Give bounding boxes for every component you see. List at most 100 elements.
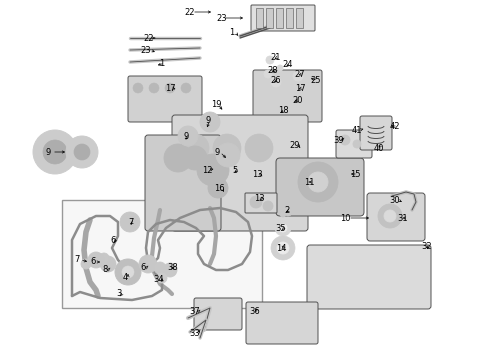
Circle shape (280, 211, 286, 217)
Circle shape (284, 208, 292, 216)
Text: 30: 30 (390, 195, 400, 204)
Text: 5: 5 (232, 166, 238, 175)
Text: 38: 38 (168, 264, 178, 273)
Circle shape (340, 135, 350, 145)
FancyBboxPatch shape (172, 115, 308, 231)
Circle shape (154, 262, 166, 274)
Circle shape (263, 201, 273, 211)
Text: 35: 35 (276, 224, 286, 233)
Circle shape (245, 134, 273, 162)
FancyBboxPatch shape (253, 70, 322, 122)
Circle shape (216, 143, 240, 167)
Circle shape (353, 140, 361, 148)
Text: 3: 3 (116, 289, 122, 298)
Text: 9: 9 (183, 131, 189, 140)
Circle shape (43, 140, 67, 164)
Text: 7: 7 (128, 217, 134, 226)
Circle shape (149, 83, 159, 93)
Circle shape (279, 224, 287, 232)
Text: 9: 9 (205, 116, 211, 125)
Text: 13: 13 (254, 194, 264, 202)
Circle shape (266, 56, 274, 64)
Bar (256, 8, 263, 28)
FancyBboxPatch shape (194, 298, 242, 330)
Text: 26: 26 (270, 76, 281, 85)
Text: 39: 39 (334, 135, 344, 144)
Circle shape (165, 83, 175, 93)
Text: 6: 6 (90, 257, 96, 266)
Circle shape (275, 220, 291, 236)
Circle shape (298, 162, 338, 202)
Circle shape (384, 210, 396, 222)
Text: 20: 20 (293, 95, 303, 104)
Text: 22: 22 (185, 8, 195, 17)
Circle shape (181, 134, 209, 162)
Text: 15: 15 (350, 170, 360, 179)
Text: 40: 40 (374, 144, 384, 153)
Circle shape (378, 204, 402, 228)
Text: 11: 11 (304, 177, 314, 186)
FancyBboxPatch shape (336, 130, 372, 158)
Circle shape (66, 136, 98, 168)
Text: 27: 27 (294, 69, 305, 78)
Text: 29: 29 (290, 140, 300, 149)
Text: 34: 34 (154, 275, 164, 284)
Circle shape (181, 83, 191, 93)
FancyBboxPatch shape (251, 5, 315, 31)
Circle shape (183, 146, 207, 170)
Circle shape (250, 196, 262, 208)
Text: 13: 13 (252, 170, 262, 179)
FancyBboxPatch shape (128, 76, 202, 122)
Circle shape (213, 134, 241, 162)
Text: 24: 24 (283, 59, 293, 68)
Text: 37: 37 (190, 307, 200, 316)
Text: 41: 41 (352, 126, 362, 135)
Circle shape (99, 253, 109, 263)
Text: 1: 1 (229, 27, 235, 36)
FancyBboxPatch shape (145, 135, 221, 231)
Circle shape (139, 255, 157, 273)
Circle shape (133, 83, 143, 93)
Text: 10: 10 (340, 213, 350, 222)
Circle shape (264, 70, 272, 78)
Circle shape (308, 172, 328, 192)
FancyBboxPatch shape (307, 245, 431, 309)
Text: 18: 18 (278, 105, 288, 114)
Text: 16: 16 (214, 184, 224, 193)
FancyBboxPatch shape (245, 193, 277, 213)
Circle shape (115, 259, 141, 285)
Text: 36: 36 (249, 307, 260, 316)
Circle shape (277, 65, 283, 71)
Circle shape (122, 266, 134, 278)
Text: 19: 19 (211, 99, 221, 108)
Text: 12: 12 (202, 166, 212, 175)
Circle shape (157, 273, 167, 283)
FancyBboxPatch shape (246, 302, 318, 344)
Circle shape (271, 236, 295, 260)
Circle shape (100, 256, 116, 272)
Text: 17: 17 (294, 84, 305, 93)
Text: 42: 42 (390, 122, 400, 131)
Bar (62, 200, 262, 308)
Bar (266, 8, 273, 28)
FancyBboxPatch shape (360, 116, 392, 150)
FancyBboxPatch shape (367, 193, 425, 241)
Text: 22: 22 (144, 33, 154, 42)
Text: 23: 23 (217, 14, 227, 23)
Circle shape (74, 144, 90, 160)
Text: 1: 1 (159, 59, 165, 68)
Text: 32: 32 (422, 242, 432, 251)
Circle shape (293, 71, 303, 81)
Text: 2: 2 (284, 206, 290, 215)
Circle shape (197, 154, 229, 186)
Text: 23: 23 (141, 45, 151, 54)
Bar (286, 8, 293, 28)
FancyBboxPatch shape (276, 158, 364, 216)
Circle shape (208, 178, 228, 198)
Text: 33: 33 (190, 329, 200, 338)
Circle shape (88, 252, 104, 268)
Bar (276, 8, 283, 28)
Circle shape (120, 212, 140, 232)
Circle shape (178, 126, 198, 146)
Bar (296, 8, 303, 28)
